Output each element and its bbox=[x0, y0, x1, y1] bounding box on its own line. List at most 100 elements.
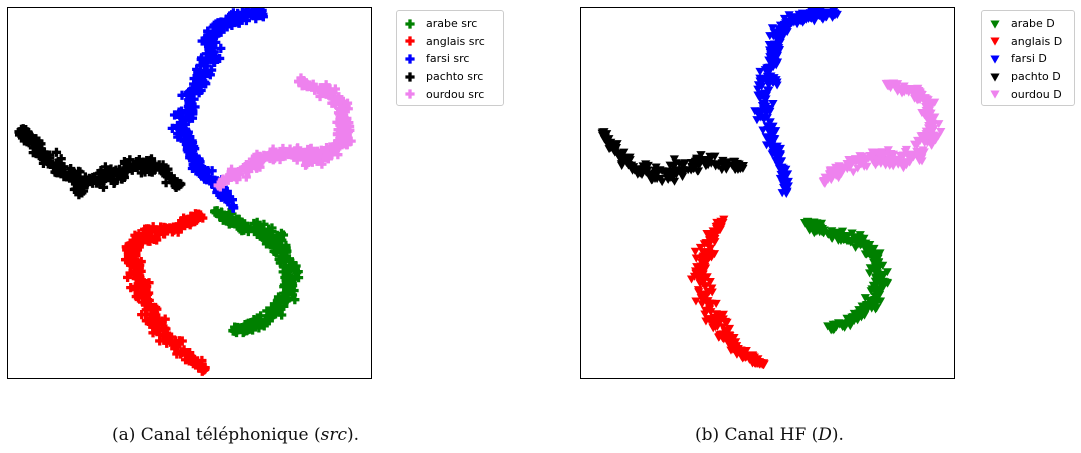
marker-anglais-src bbox=[173, 227, 183, 237]
marker-farsi-src bbox=[205, 50, 215, 60]
marker-pachto-src bbox=[144, 167, 155, 177]
marker-arabe-src bbox=[281, 264, 292, 275]
marker-arabe-src bbox=[280, 272, 290, 283]
marker-farsi-src bbox=[185, 150, 195, 160]
legend-marker-icon bbox=[990, 20, 1000, 29]
marker-arabe-d bbox=[849, 315, 859, 324]
marker-ourdou-d bbox=[908, 86, 919, 95]
marker-ourdou-src bbox=[333, 108, 344, 118]
marker-ourdou-src bbox=[292, 155, 302, 165]
marker-ourdou-src bbox=[329, 143, 340, 153]
caption-src: (a) Canal téléphonique (src). bbox=[112, 425, 360, 445]
marker-arabe-d bbox=[850, 243, 861, 252]
marker-farsi-d bbox=[761, 95, 771, 104]
marker-ourdou-src bbox=[331, 140, 342, 151]
marker-farsi-src bbox=[225, 19, 235, 29]
marker-farsi-src bbox=[176, 112, 186, 122]
marker-arabe-src bbox=[227, 209, 237, 219]
marker-arabe-src bbox=[287, 281, 298, 291]
marker-anglais-d bbox=[711, 299, 721, 308]
marker-ourdou-src bbox=[323, 154, 333, 164]
marker-farsi-src bbox=[216, 192, 226, 202]
marker-ourdou-d bbox=[919, 148, 929, 157]
marker-pachto-d bbox=[663, 175, 673, 184]
marker-arabe-src bbox=[280, 262, 290, 272]
marker-ourdou-src bbox=[330, 84, 340, 94]
marker-anglais-src bbox=[136, 276, 146, 286]
marker-arabe-d bbox=[826, 326, 836, 335]
marker-farsi-d bbox=[759, 100, 769, 109]
marker-pachto-d bbox=[630, 166, 640, 175]
marker-pachto-d bbox=[657, 178, 667, 187]
marker-ourdou-d bbox=[906, 152, 916, 161]
marker-anglais-d bbox=[716, 219, 726, 228]
marker-pachto-src bbox=[158, 162, 168, 172]
marker-anglais-src bbox=[132, 245, 143, 255]
marker-arabe-src bbox=[276, 228, 287, 238]
marker-anglais-d bbox=[700, 310, 710, 319]
marker-arabe-d bbox=[869, 249, 879, 258]
marker-ourdou-src bbox=[215, 182, 225, 192]
marker-arabe-d bbox=[882, 268, 892, 277]
marker-arabe-src bbox=[258, 225, 268, 236]
marker-ourdou-d bbox=[825, 166, 835, 175]
marker-arabe-src bbox=[243, 226, 253, 237]
marker-pachto-d bbox=[695, 159, 705, 168]
marker-pachto-src bbox=[80, 172, 90, 182]
marks-group bbox=[597, 7, 946, 370]
marker-farsi-src bbox=[228, 202, 238, 213]
plot-frame bbox=[7, 7, 372, 379]
marker-anglais-src bbox=[126, 250, 136, 260]
marker-farsi-d bbox=[772, 53, 782, 62]
marker-ourdou-src bbox=[333, 125, 343, 135]
marker-pachto-src bbox=[166, 173, 176, 183]
marker-farsi-src bbox=[200, 56, 210, 66]
marker-anglais-src bbox=[142, 282, 152, 292]
marker-pachto-d bbox=[647, 176, 657, 185]
marker-farsi-src bbox=[193, 158, 203, 168]
marker-ourdou-d bbox=[900, 86, 910, 95]
marker-anglais-d bbox=[704, 302, 714, 311]
marker-arabe-src bbox=[254, 222, 264, 233]
marker-pachto-src bbox=[59, 167, 69, 178]
marker-ourdou-src bbox=[307, 157, 317, 167]
marker-anglais-d bbox=[701, 282, 711, 291]
marker-arabe-d bbox=[863, 241, 873, 250]
legend-src: arabe src anglais src farsi src pachto src o… bbox=[396, 10, 504, 106]
marker-farsi-src bbox=[209, 57, 219, 67]
marker-ourdou-src bbox=[213, 180, 223, 190]
marker-ourdou-src bbox=[343, 104, 353, 114]
marker-ourdou-src bbox=[335, 95, 345, 106]
legend-marker-icon bbox=[405, 89, 415, 99]
marker-pachto-src bbox=[170, 176, 180, 187]
marker-pachto-d bbox=[687, 164, 697, 173]
marker-arabe-src bbox=[242, 325, 252, 335]
marker-farsi-src bbox=[203, 174, 213, 184]
marker-anglais-d bbox=[729, 334, 739, 343]
legend-label: farsi D bbox=[1011, 52, 1047, 66]
marker-anglais-src bbox=[148, 222, 158, 232]
marker-arabe-d bbox=[873, 258, 884, 267]
marker-anglais-d bbox=[729, 341, 739, 350]
marker-anglais-src bbox=[134, 242, 144, 252]
marker-anglais-d bbox=[699, 295, 709, 304]
marker-farsi-src bbox=[179, 135, 189, 145]
marker-pachto-d bbox=[637, 170, 647, 179]
marker-anglais-src bbox=[155, 336, 165, 346]
legend-marker-icon bbox=[405, 36, 415, 46]
marker-pachto-src bbox=[82, 180, 92, 190]
marker-ourdou-src bbox=[339, 127, 349, 137]
marker-pachto-src bbox=[50, 167, 60, 177]
marker-anglais-src bbox=[140, 299, 150, 309]
legend-item-farsi-d: farsi D bbox=[988, 50, 1068, 68]
marker-ourdou-d bbox=[888, 150, 898, 159]
marker-farsi-src bbox=[187, 113, 198, 123]
marker-anglais-src bbox=[142, 295, 153, 305]
marker-arabe-src bbox=[260, 235, 270, 245]
marker-ourdou-src bbox=[343, 121, 353, 131]
marker-farsi-d bbox=[761, 141, 772, 150]
marker-anglais-d bbox=[700, 248, 710, 257]
marker-farsi-src bbox=[211, 37, 221, 47]
marker-arabe-src bbox=[250, 321, 260, 331]
marker-anglais-src bbox=[151, 225, 161, 235]
